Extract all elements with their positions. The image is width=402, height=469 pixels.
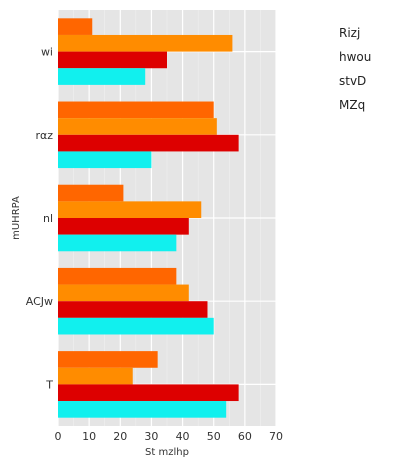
x-tick-label: 50 [207,430,221,443]
bar [58,401,227,418]
bar [58,101,214,119]
bar [58,317,214,335]
bar [58,184,124,202]
y-tick-labels: wi rαz nl ACJw T [26,46,54,392]
bar [58,367,133,385]
legend-label: hwou [339,50,371,64]
x-tick-label: 60 [238,430,252,443]
bar [58,118,217,135]
bar [58,134,239,152]
bar [58,201,202,218]
x-tick-label: 10 [82,430,96,443]
bar [58,267,177,285]
x-axis-title: St mzlhp [145,447,189,458]
bar [58,218,189,235]
y-tick-label: ACJw [26,295,53,308]
bar [58,284,189,302]
y-axis-title: mUHRPA [11,196,22,240]
legend-label: Rizj [339,26,360,40]
x-tick-label: 0 [55,430,62,443]
bar [58,384,239,402]
legend: Rizj hwou stvD MZq [339,26,371,112]
legend-label: stvD [339,74,366,88]
x-tick-label: 70 [269,430,283,443]
x-tick-label: 40 [176,430,190,443]
y-tick-label: nl [43,212,53,225]
bar [58,301,208,318]
bar [58,18,93,35]
legend-label: MZq [339,98,365,112]
x-tick-label: 30 [144,430,158,443]
bar [58,351,158,368]
bar [58,68,146,85]
bars [58,18,239,418]
bar [58,234,177,252]
bar [58,151,152,169]
bar [58,51,167,69]
y-tick-label: T [45,378,53,391]
y-tick-label: rαz [35,129,53,142]
bar [58,34,233,52]
y-tick-label: wi [41,46,53,59]
x-tick-labels: 0 10 20 30 40 50 60 70 [55,430,284,443]
x-tick-label: 20 [113,430,127,443]
